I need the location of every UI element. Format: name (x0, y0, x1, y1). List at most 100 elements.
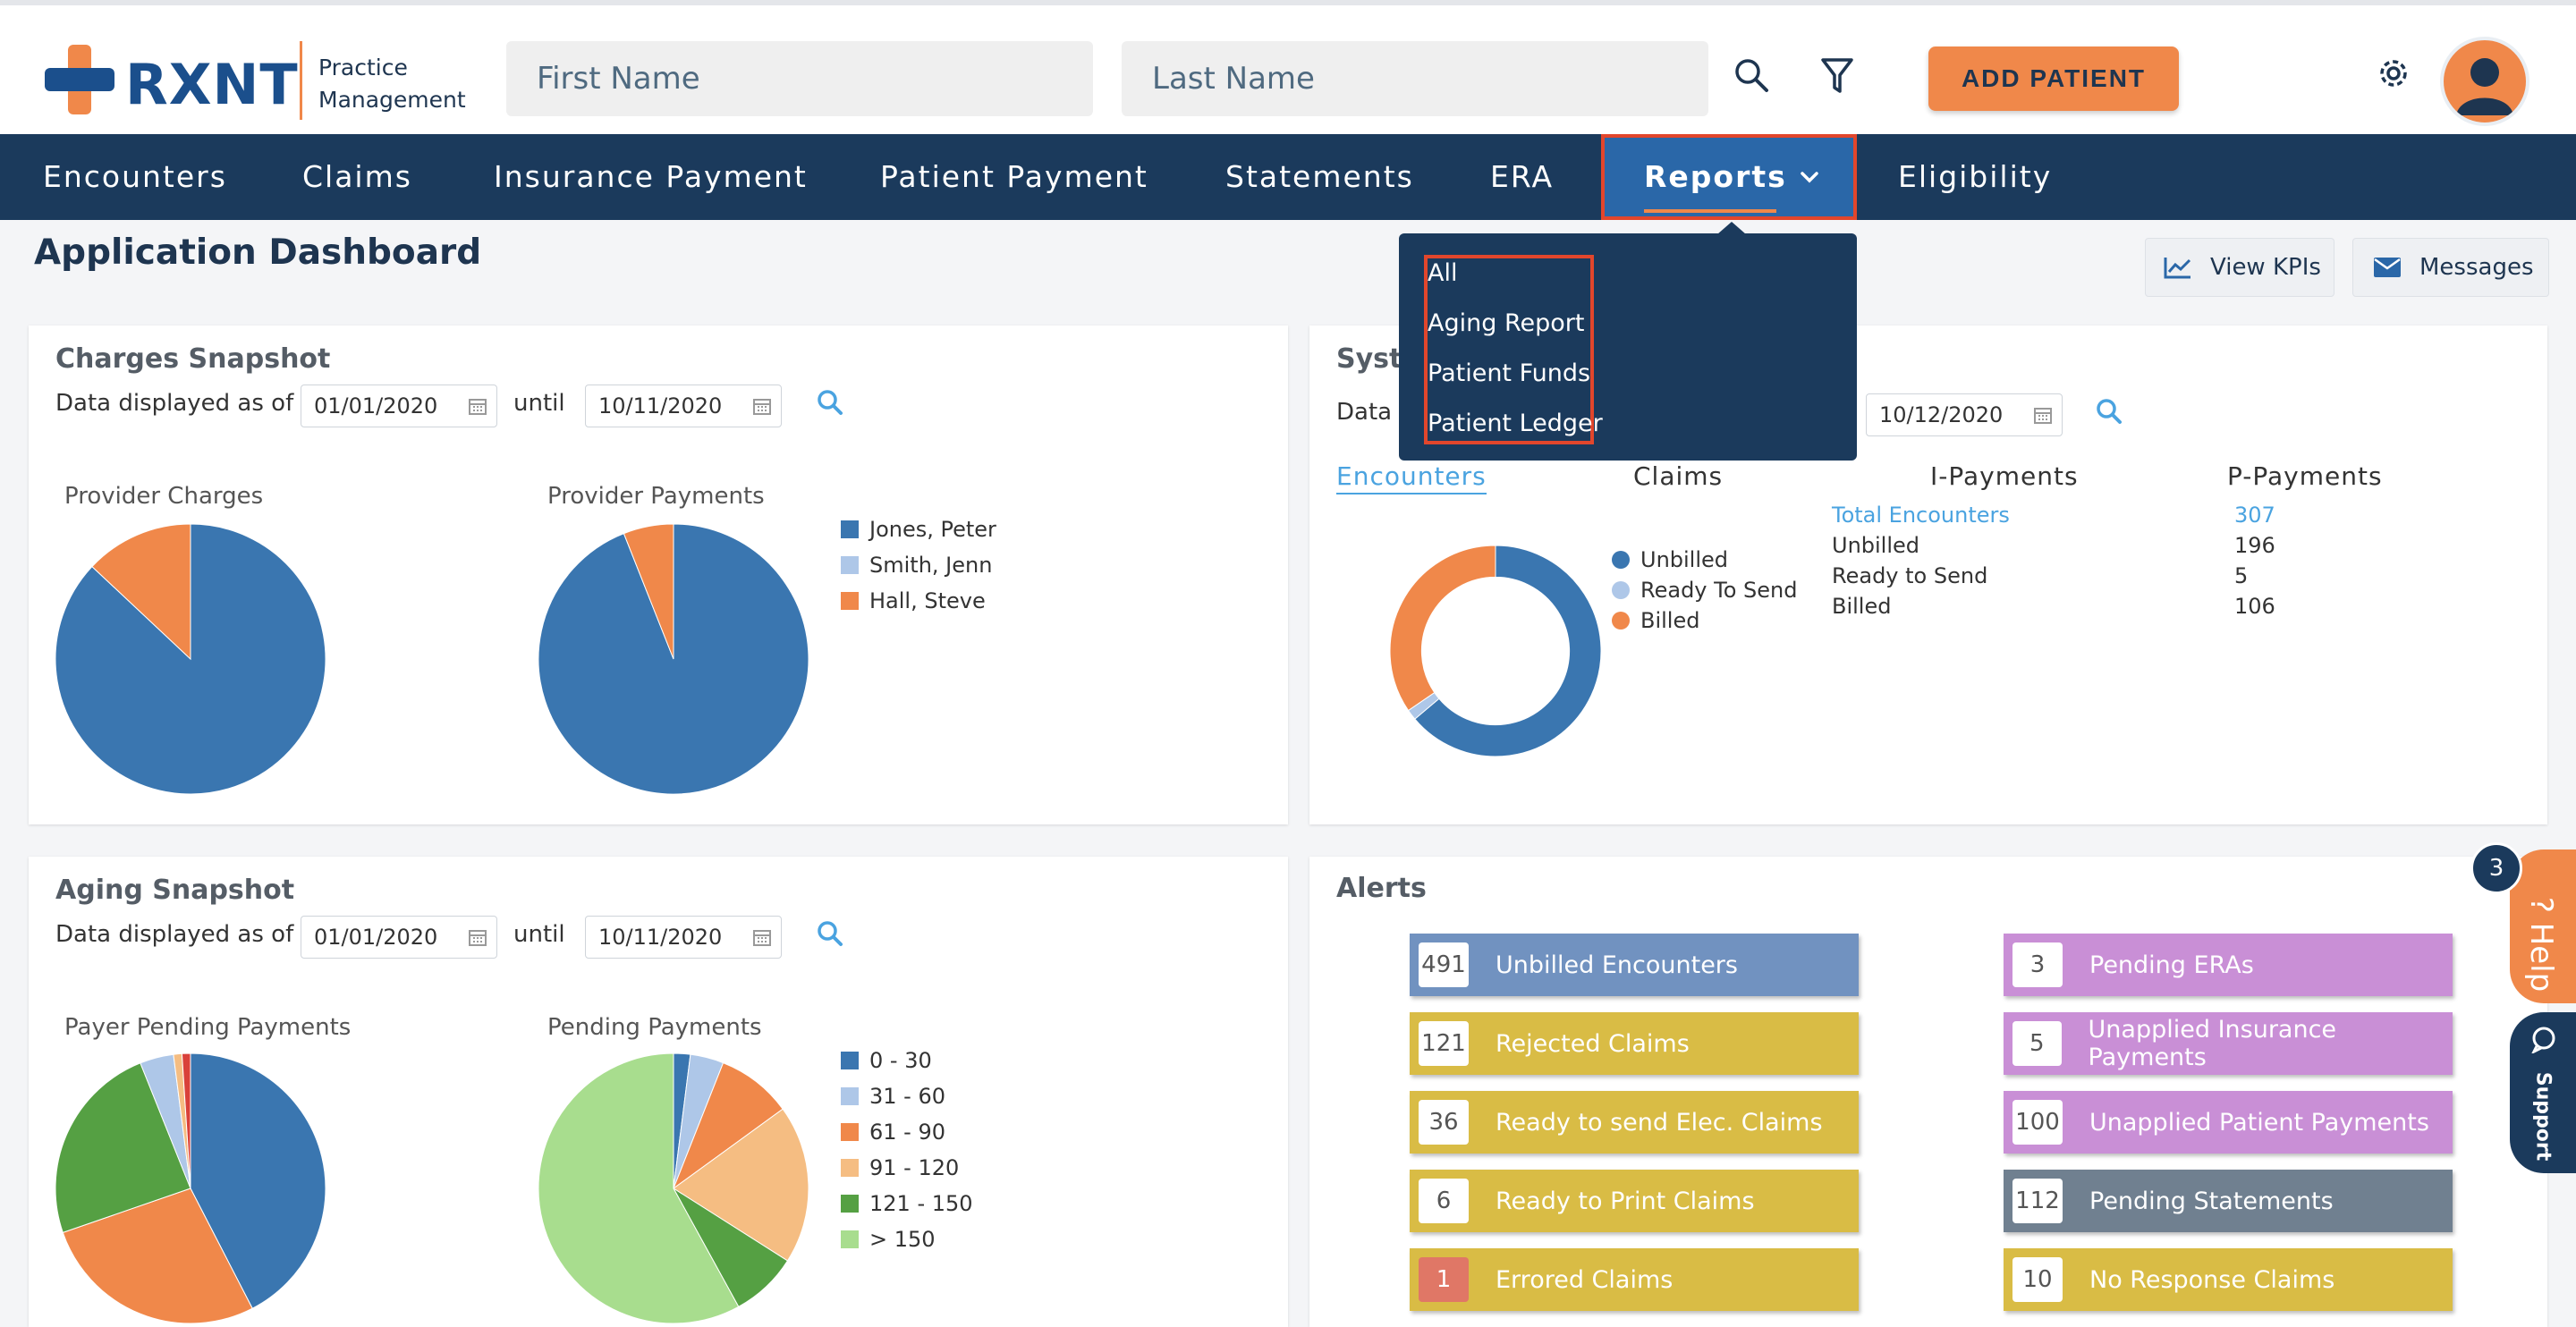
pie-slice-hall-steve[interactable] (91, 523, 191, 661)
nav-patient-payment[interactable]: Patient Payment (880, 159, 1148, 194)
alert-unapplied-patient-payments[interactable]: 100 Unapplied Patient Payments (2004, 1091, 2453, 1154)
nav-encounters[interactable]: Encounters (43, 159, 227, 194)
to-date-input[interactable]: 10/12/2020 (1866, 393, 2063, 436)
alert-pending-eras[interactable]: 3 Pending ERAs (2004, 934, 2453, 996)
menu-item-patient-funds[interactable]: Patient Funds (1428, 359, 1591, 387)
nav-era[interactable]: ERA (1490, 159, 1555, 194)
nav-insurance-payment[interactable]: Insurance Payment (494, 159, 808, 194)
support-label: Support (2531, 1071, 2555, 1162)
logo-divider (300, 41, 302, 120)
alert-ready-to-send-elec-claims[interactable]: 36 Ready to send Elec. Claims (1410, 1091, 1859, 1154)
view-kpis-label: View KPIs (2210, 254, 2321, 281)
pie-slice-61-90[interactable] (672, 1061, 784, 1190)
from-date-input[interactable]: 01/01/2020 (301, 385, 497, 427)
search-icon[interactable] (816, 919, 844, 948)
avatar[interactable] (2440, 37, 2529, 126)
app-header: RXNT Practice Management ADD PATIENT (0, 0, 2576, 134)
to-date-value: 10/11/2020 (598, 393, 723, 418)
view-kpis-button[interactable]: View KPIs (2145, 238, 2334, 297)
from-date-value: 01/01/2020 (314, 925, 438, 950)
alert-no-response-claims[interactable]: 10 No Response Claims (2004, 1248, 2453, 1311)
reports-dropdown-menu (1399, 233, 1857, 461)
pie-slice--150[interactable] (538, 1052, 740, 1324)
pie-slice-billed[interactable] (1389, 545, 1496, 712)
gear-icon[interactable] (2374, 54, 2413, 93)
provider-payments-pie (538, 523, 809, 795)
alert-pending-statements[interactable]: 112 Pending Statements (2004, 1170, 2453, 1232)
to-date-value: 10/12/2020 (1879, 402, 2004, 427)
legend-item: 31 - 60 (841, 1084, 945, 1109)
pie-slice-c[interactable] (55, 1062, 191, 1234)
stat-label: Unbilled (1832, 533, 1920, 558)
alert-ready-to-print-claims[interactable]: 6 Ready to Print Claims (1410, 1170, 1859, 1232)
menu-item-all[interactable]: All (1428, 259, 1458, 287)
stat-value[interactable]: 307 (2234, 503, 2275, 528)
tab-p-payments[interactable]: P-Payments (2227, 461, 2383, 491)
tab-i-payments[interactable]: I-Payments (1930, 461, 2079, 491)
provider-charges-pie (55, 523, 326, 795)
user-avatar-icon (2456, 58, 2513, 115)
dropdown-arrow (1717, 222, 1746, 234)
pie-slice-f[interactable] (181, 1052, 191, 1189)
calendar-icon[interactable] (2033, 405, 2053, 425)
chart-line-icon (2164, 258, 2191, 279)
encounters-donut-chart (1389, 545, 1602, 757)
menu-item-patient-ledger[interactable]: Patient Ledger (1428, 410, 1603, 437)
menu-item-aging-report[interactable]: Aging Report (1428, 309, 1585, 337)
pie-slice-91-120[interactable] (673, 1108, 809, 1262)
calendar-icon[interactable] (468, 927, 487, 947)
pie-title: Provider Charges (64, 483, 264, 510)
payer-pending-payments-pie (55, 1052, 326, 1324)
pie-slice-hall-steve[interactable] (623, 523, 674, 660)
add-patient-button[interactable]: ADD PATIENT (1928, 46, 2179, 111)
nav-claims[interactable]: Claims (302, 159, 412, 194)
last-name-input[interactable] (1122, 41, 1708, 116)
alert-errored-claims[interactable]: 1 Errored Claims (1410, 1248, 1859, 1311)
nav-reports[interactable]: Reports (1601, 134, 1857, 220)
pie-title: Provider Payments (547, 483, 765, 510)
data-displayed-label: Data displayed as of (55, 921, 294, 948)
alert-unapplied-insurance-payments[interactable]: 5 Unapplied Insurance Payments (2004, 1012, 2453, 1075)
tab-claims[interactable]: Claims (1633, 461, 1724, 491)
to-date-input[interactable]: 10/11/2020 (585, 916, 782, 959)
alert-rejected-claims[interactable]: 121 Rejected Claims (1410, 1012, 1859, 1075)
search-icon[interactable] (816, 388, 844, 417)
nav-reports-label: Reports (1644, 159, 1787, 194)
calendar-icon[interactable] (468, 396, 487, 416)
chevron-down-icon (1801, 172, 1818, 183)
logo-subtitle: Practice Management (318, 52, 466, 116)
legend-item: 91 - 120 (841, 1155, 959, 1180)
pie-title: Payer Pending Payments (64, 1014, 352, 1041)
legend-item: 121 - 150 (841, 1191, 973, 1216)
search-icon[interactable] (1733, 57, 1769, 93)
legend-item: Smith, Jenn (841, 553, 992, 578)
help-notification-badge: 3 (2470, 842, 2522, 894)
tab-encounters[interactable]: Encounters (1336, 461, 1487, 494)
messages-button[interactable]: Messages (2352, 238, 2549, 297)
pie-slice-a[interactable] (190, 1052, 326, 1309)
legend-item: Hall, Steve (841, 588, 986, 613)
stat-label[interactable]: Total Encounters (1832, 503, 2010, 528)
filter-icon[interactable] (1821, 57, 1853, 95)
charges-snapshot-card: Charges Snapshot Data displayed as of 01… (29, 325, 1288, 824)
pending-payments-pie (538, 1052, 809, 1324)
stat-value: 196 (2234, 533, 2275, 558)
pie-slice-b[interactable] (62, 1188, 253, 1324)
pie-slice-jones-peter[interactable] (55, 523, 326, 795)
dropdown-highlight-box (1424, 255, 1594, 444)
calendar-icon[interactable] (752, 396, 772, 416)
search-icon[interactable] (2095, 397, 2123, 426)
nav-statements[interactable]: Statements (1225, 159, 1414, 194)
pie-slice-unbilled[interactable] (1414, 545, 1602, 757)
first-name-input[interactable] (506, 41, 1093, 116)
alert-unbilled-encounters[interactable]: 491 Unbilled Encounters (1410, 934, 1859, 996)
from-date-input[interactable]: 01/01/2020 (301, 916, 497, 959)
to-date-input[interactable]: 10/11/2020 (585, 385, 782, 427)
calendar-icon[interactable] (752, 927, 772, 947)
envelope-icon (2374, 258, 2401, 277)
support-button[interactable]: Support (2510, 1012, 2576, 1173)
card-title: Charges Snapshot (55, 343, 331, 375)
nav-eligibility[interactable]: Eligibility (1898, 159, 2053, 194)
help-label: ? Help (2523, 896, 2559, 993)
legend-item: Billed (1612, 608, 1699, 633)
